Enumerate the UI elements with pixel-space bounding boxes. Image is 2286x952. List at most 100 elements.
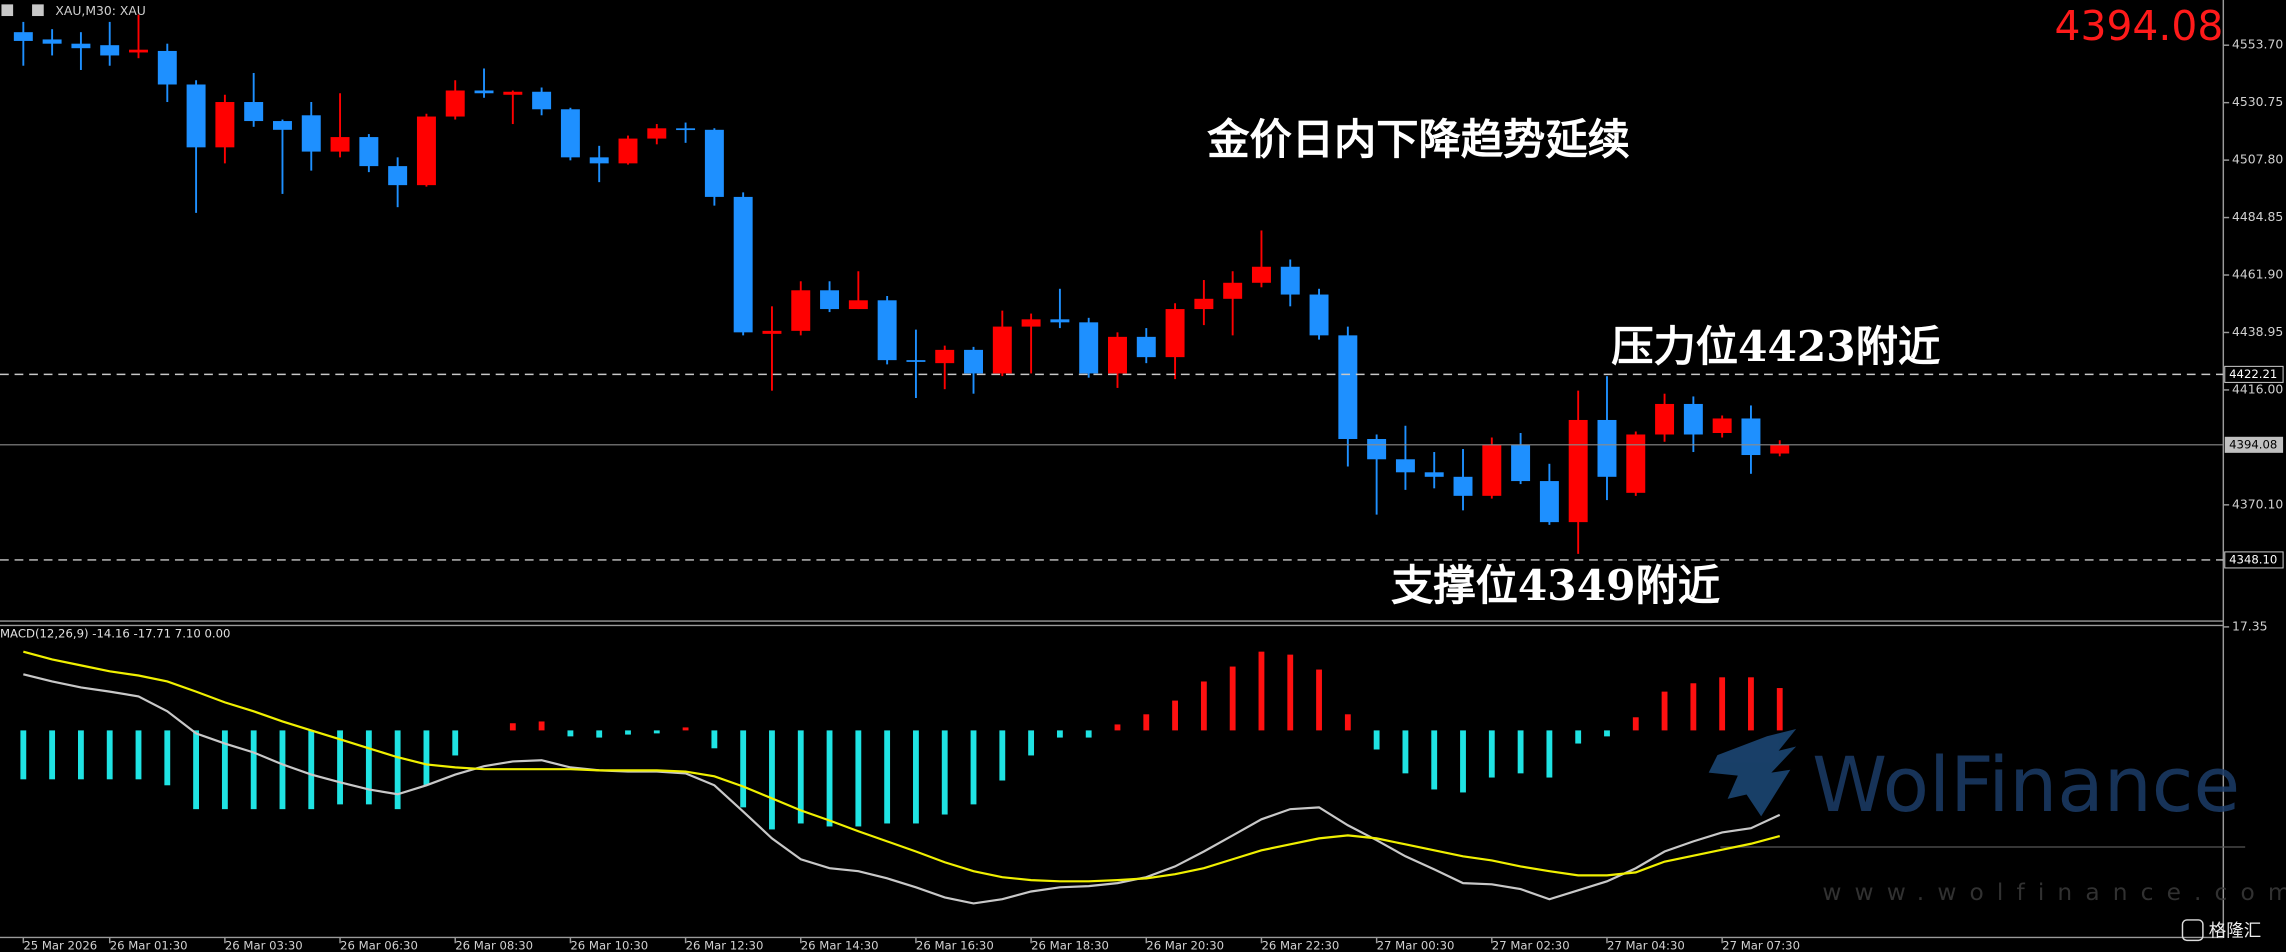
y-tick-label: 4416.00	[2232, 381, 2283, 396]
histogram-bar	[1661, 691, 1668, 731]
candle-body	[1165, 309, 1185, 358]
x-tick-label: 26 Mar 01:30	[110, 939, 188, 952]
histogram-bar	[193, 730, 200, 810]
histogram-bar	[769, 730, 775, 830]
histogram-bar	[653, 730, 660, 734]
histogram-bar	[1776, 688, 1783, 731]
candle-body	[215, 102, 235, 148]
candle-body	[618, 138, 638, 164]
histogram-bar	[1460, 730, 1466, 793]
candle-body	[272, 121, 292, 130]
candle-body	[1194, 298, 1214, 310]
y-tick-label: 4530.75	[2232, 94, 2283, 109]
histogram-bar	[567, 730, 574, 737]
symbol-label: XAU,M30: XAU	[55, 3, 145, 18]
histogram-bar	[884, 730, 891, 824]
x-tick-label: 26 Mar 08:30	[455, 939, 533, 952]
histogram-bar	[1575, 730, 1582, 744]
candle-body	[1568, 419, 1588, 523]
histogram-bar	[279, 730, 286, 810]
histogram-bar	[1546, 730, 1553, 778]
y-tick-label: 4507.80	[2232, 152, 2283, 167]
level-box	[2224, 551, 2284, 569]
histogram-bar	[1748, 677, 1754, 731]
x-tick-label: 26 Mar 10:30	[570, 939, 648, 952]
indicator-line	[23, 673, 1781, 905]
x-tick-label: 27 Mar 00:30	[1377, 939, 1455, 952]
histogram-bar	[1373, 730, 1380, 750]
candle-body	[186, 84, 206, 148]
candle-body	[935, 349, 955, 364]
x-tick-label: 26 Mar 22:30	[1261, 939, 1339, 952]
candle-body	[589, 157, 609, 164]
histogram-bar	[711, 730, 718, 749]
histogram-bar	[1056, 730, 1063, 738]
histogram-bar	[970, 730, 977, 805]
histogram-bar	[538, 721, 545, 731]
candle-body	[42, 39, 62, 44]
histogram-bar	[1085, 730, 1092, 738]
histogram-bar	[164, 730, 171, 786]
histogram-bar	[1690, 683, 1697, 731]
candle-body	[1741, 418, 1761, 456]
y-tick-label: 17.35	[2232, 618, 2267, 633]
histogram-bar	[1344, 714, 1351, 731]
candle-body	[1424, 472, 1444, 477]
source-logo: 格隆汇	[2209, 922, 2261, 942]
histogram-bar	[740, 730, 747, 808]
histogram-bar	[394, 730, 401, 810]
histogram-bar	[337, 730, 343, 805]
candle-body	[1626, 434, 1646, 493]
candle-body	[330, 137, 350, 152]
candle-body	[1712, 418, 1732, 433]
histogram-bar	[308, 730, 315, 810]
watermark: WolFinance www.wolfinance.com	[1708, 728, 2286, 906]
x-tick-label: 26 Mar 12:30	[686, 939, 764, 952]
candle-body	[1079, 322, 1099, 374]
candle-body	[359, 137, 379, 167]
histogram-bar	[1632, 717, 1639, 731]
x-tick-label: 26 Mar 03:30	[225, 939, 303, 952]
candle-body	[1367, 439, 1387, 460]
candle-body	[848, 300, 868, 310]
x-tick-label: 26 Mar 20:30	[1146, 939, 1224, 952]
histogram-bar	[855, 730, 862, 827]
candle-body	[964, 349, 983, 374]
last-price-label: 4394.08	[2229, 437, 2277, 451]
candle-body	[474, 90, 494, 94]
histogram-bar	[1287, 654, 1294, 731]
histogram-bar	[797, 730, 804, 824]
candle-body	[1482, 444, 1502, 496]
candle-body	[13, 32, 33, 41]
histogram-bar	[625, 730, 631, 735]
candle-body	[676, 128, 696, 131]
plot: 4553.70 4530.75 4507.80 4484.85 4461.90 4438.…	[0, 14, 2284, 952]
watermark-url: www.wolfinance.com	[1822, 879, 2286, 906]
histogram-bar	[365, 730, 372, 805]
last-price-big: 4394.08	[2055, 2, 2224, 50]
x-tick-label: 26 Mar 06:30	[340, 939, 418, 952]
histogram-bar	[826, 730, 833, 827]
candle-body	[301, 115, 321, 152]
x-tick-label: 26 Mar 16:30	[916, 939, 994, 952]
last-price-box	[2224, 436, 2284, 453]
candle-body	[1309, 294, 1329, 336]
histogram-bar	[452, 730, 459, 756]
annotation: 支撑位4349附近	[1391, 560, 1720, 610]
histogram-bar	[1229, 666, 1236, 731]
histogram-bar	[1143, 714, 1150, 731]
histogram-bar	[221, 730, 228, 810]
candle-body	[1395, 459, 1415, 473]
level-label: 4422.21	[2229, 367, 2277, 381]
y-tick-label: 4438.95	[2232, 324, 2283, 339]
candle-body	[1683, 403, 1703, 435]
candle-body	[762, 330, 782, 334]
chart-title: 金价日内下降趋势延续	[1206, 114, 1630, 164]
histogram-bar	[596, 730, 603, 738]
candle-body	[1511, 444, 1531, 482]
x-tick-label: 25 Mar 2026	[23, 939, 97, 952]
histogram-bar	[423, 730, 430, 786]
histogram-bar	[1316, 669, 1322, 731]
